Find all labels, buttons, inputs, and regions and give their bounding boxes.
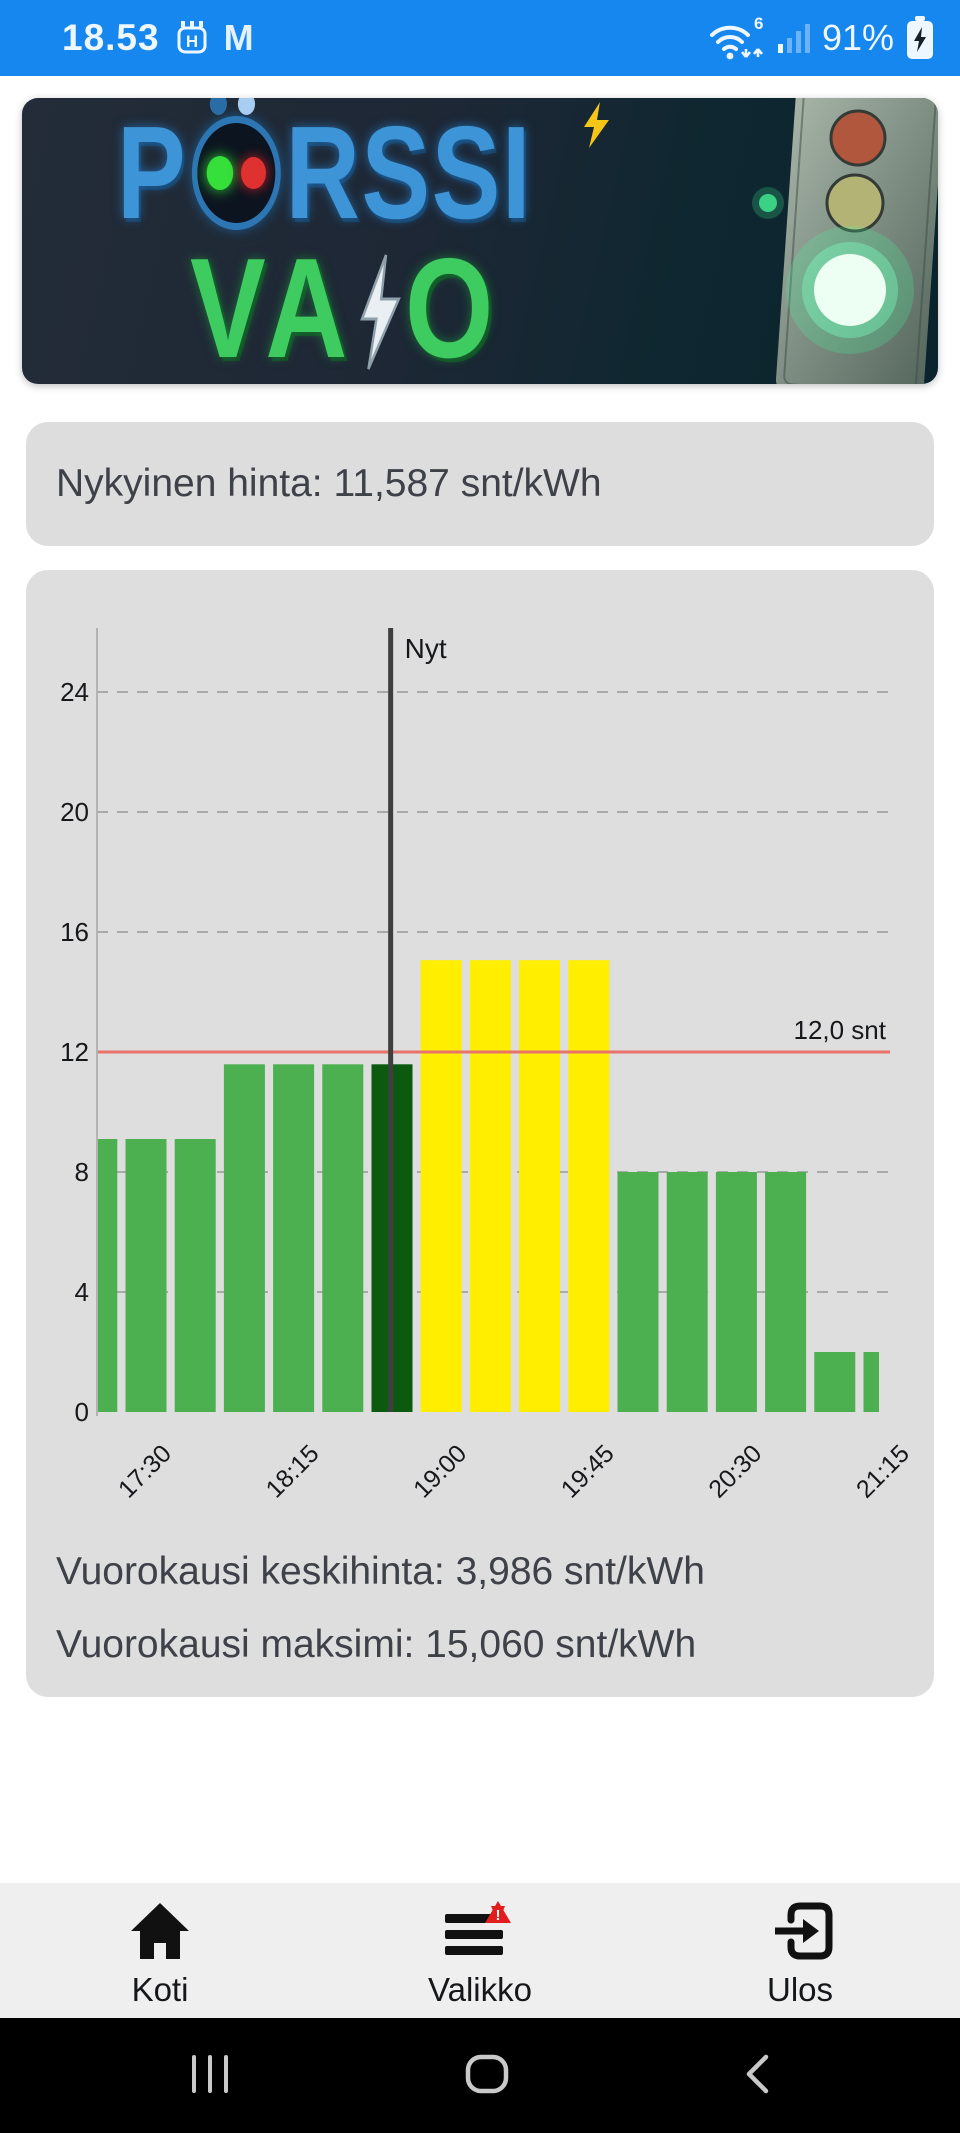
price-bar xyxy=(666,1172,708,1412)
clock: 18.53 xyxy=(62,17,160,58)
y-tick-label: 12 xyxy=(60,1037,89,1067)
price-bar xyxy=(469,960,511,1412)
traffic-signal-o-icon xyxy=(191,98,281,230)
price-bar xyxy=(273,1064,315,1412)
gmail-notification-icon: M xyxy=(223,17,254,58)
recent-apps-button[interactable] xyxy=(180,2045,240,2106)
nav-home-label: Koti xyxy=(131,1971,189,2008)
price-bar xyxy=(863,1352,879,1412)
nav-logout-button[interactable]: Ulos xyxy=(640,1883,960,2018)
price-bar xyxy=(814,1352,856,1412)
price-bar xyxy=(97,1139,118,1412)
menu-badge: ! xyxy=(496,1907,501,1924)
svg-text:6: 6 xyxy=(754,14,763,33)
daily-average-text: Vuorokausi keskihinta: 3,986 snt/kWh xyxy=(56,1550,705,1593)
logo-text: P xyxy=(117,99,188,246)
status-bar: 18.53 H M 6 xyxy=(0,0,960,76)
x-tick-label: 17:30 xyxy=(113,1440,177,1504)
logo-line-porssi: P RSSI xyxy=(117,98,532,243)
y-tick-label: 16 xyxy=(60,917,89,947)
price-bar xyxy=(174,1139,216,1412)
y-tick-label: 4 xyxy=(75,1277,89,1307)
current-price-card: Nykyinen hinta: 11,587 snt/kWh xyxy=(26,422,934,546)
exit-icon xyxy=(761,1901,839,1961)
nav-home-button[interactable]: Koti xyxy=(0,1883,320,2018)
logo-line-valo: VA O xyxy=(190,238,501,380)
price-bar xyxy=(223,1064,265,1412)
now-label: Nyt xyxy=(405,633,447,664)
price-bar xyxy=(617,1172,659,1412)
recent-apps-icon xyxy=(192,2055,228,2093)
back-icon xyxy=(746,2054,769,2094)
price-bar xyxy=(519,960,561,1412)
daily-max-text: Vuorokausi maksimi: 15,060 snt/kWh xyxy=(56,1623,697,1666)
price-bar xyxy=(125,1139,167,1412)
home-button-icon xyxy=(465,2054,509,2094)
nav-logout-label: Ulos xyxy=(766,1971,834,2008)
price-bar xyxy=(715,1172,757,1412)
battery-percent: 91% xyxy=(821,17,894,58)
logo-text: O xyxy=(404,229,502,384)
wifi-6-icon: 6 xyxy=(709,14,763,60)
android-navigation-bar xyxy=(0,2018,960,2133)
current-price-text: Nykyinen hinta: 11,587 snt/kWh xyxy=(56,462,602,505)
y-tick-label: 20 xyxy=(60,797,89,827)
menu-icon: ! xyxy=(439,1901,521,1961)
logo-text: RSSI xyxy=(285,99,533,246)
home-icon xyxy=(127,1901,193,1961)
lightning-bolt-icon xyxy=(584,102,609,148)
x-tick-label: 19:45 xyxy=(556,1440,620,1504)
bolt-letter-l-icon xyxy=(359,254,401,370)
price-chart-card: 12,0 snt Nyt 0 4 8 12 16 20 24 17:30 18:15 19:00 19:… xyxy=(26,570,934,1697)
price-bar xyxy=(568,960,610,1412)
status-bar-left: 18.53 H M xyxy=(0,17,254,59)
cellular-signal-icon xyxy=(777,24,810,53)
app-banner: P RSSI VA O xyxy=(22,98,938,384)
battery-charging-icon xyxy=(907,16,933,59)
bottom-navigation: Koti ! Valikko xyxy=(0,1883,960,2018)
svg-text:H: H xyxy=(185,32,197,51)
nav-menu-label: Valikko xyxy=(428,1971,532,2008)
y-tick-label: 8 xyxy=(75,1157,89,1187)
x-tick-label: 19:00 xyxy=(408,1440,472,1504)
back-button[interactable] xyxy=(734,2044,780,2107)
nav-menu-button[interactable]: ! Valikko xyxy=(320,1883,640,2018)
y-tick-label: 24 xyxy=(60,677,89,707)
logo-text: VA xyxy=(190,229,356,384)
price-bar xyxy=(765,1172,807,1412)
x-tick-label: 20:30 xyxy=(703,1440,767,1504)
x-tick-label: 21:15 xyxy=(851,1440,915,1504)
husqvarna-notification-icon: H xyxy=(177,21,207,54)
price-bar xyxy=(322,1064,364,1412)
home-button[interactable] xyxy=(455,2044,519,2107)
traffic-light-photo xyxy=(752,98,938,384)
y-tick-label: 0 xyxy=(75,1397,89,1427)
status-bar-right: 6 91% xyxy=(706,13,960,63)
reference-line-label: 12,0 snt xyxy=(793,1015,886,1045)
x-tick-label: 18:15 xyxy=(261,1440,325,1504)
price-bar xyxy=(420,960,462,1412)
price-chart: 12,0 snt Nyt 0 4 8 12 16 20 24 17:30 18:15 19:00 19:… xyxy=(60,628,915,1504)
